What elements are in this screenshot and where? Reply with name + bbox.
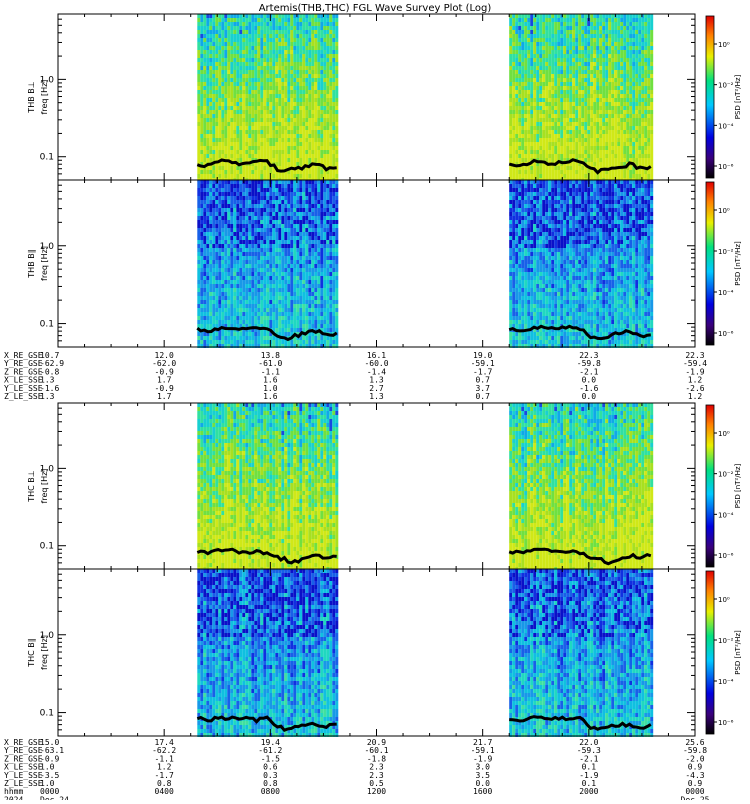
spectrogram-block <box>509 569 653 737</box>
colorbar-tick-label: 10⁻⁴ <box>718 511 734 519</box>
figure-title: Artemis(THB,THC) FGL Wave Survey Plot (L… <box>259 3 492 14</box>
spectrogram-block <box>509 403 653 571</box>
colorbar-tick-label: 10⁻⁴ <box>718 678 734 686</box>
ephemeris-value: 1.6 <box>263 392 278 401</box>
ephemeris-value: 2000 <box>579 787 598 796</box>
spectrogram-block <box>197 403 338 571</box>
y-axis-unit-label: freq [Hz] <box>40 246 49 281</box>
colorbar-label: PSD [nT²/Hz] <box>734 630 742 675</box>
y-axis-unit-label: freq [Hz] <box>40 80 49 115</box>
y-axis-unit-label: freq [Hz] <box>40 635 49 670</box>
colorbar-label: PSD [nT²/Hz] <box>734 74 742 119</box>
colorbar <box>706 182 714 345</box>
y-axis-probe-label: THC B∥ <box>27 638 36 668</box>
spectrogram-block <box>197 14 338 182</box>
colorbar-tick-label: 10⁰ <box>718 207 730 215</box>
colorbar <box>706 571 714 734</box>
y-tick-label: 0.1 <box>40 320 54 330</box>
colorbar-tick-label: 10⁻⁶ <box>718 552 734 560</box>
ephemeris-value: 0800 <box>261 787 280 796</box>
ephemeris-row-label: 2024 <box>4 795 23 800</box>
y-tick-label: 0.1 <box>40 709 54 719</box>
colorbar-tick-label: 10⁻² <box>718 471 734 479</box>
y-axis-probe-label: THC B⊥ <box>27 470 36 503</box>
colorbar-tick-label: 10⁰ <box>718 430 730 438</box>
ephemeris-value: 0.0 <box>582 392 597 401</box>
ephemeris-value: 1.3 <box>369 392 384 401</box>
colorbar-tick-label: 10⁻² <box>718 82 734 90</box>
ephemeris-value: 1.3 <box>40 392 55 401</box>
spectrogram-block <box>509 180 653 348</box>
colorbar-tick-label: 10⁻² <box>718 248 734 256</box>
y-tick-label: 0.1 <box>40 153 54 163</box>
spectrogram-block <box>197 180 338 348</box>
ephemeris-value: 1200 <box>367 787 386 796</box>
colorbar-tick-label: 10⁻⁴ <box>718 122 734 130</box>
colorbar-label: PSD [nT²/Hz] <box>734 463 742 508</box>
ephemeris-date: Dec 25 <box>681 795 710 800</box>
colorbar-tick-label: 10⁻⁶ <box>718 163 734 171</box>
ephemeris-value: 0400 <box>155 787 174 796</box>
y-axis-probe-label: THB B⊥ <box>27 81 36 113</box>
colorbar-tick-label: 10⁻⁶ <box>718 330 734 338</box>
ephemeris-value: 1.7 <box>157 392 172 401</box>
colorbar-tick-label: 10⁰ <box>718 41 730 49</box>
y-axis-unit-label: freq [Hz] <box>40 469 49 504</box>
colorbar <box>706 16 714 178</box>
colorbar-tick-label: 10⁰ <box>718 596 730 604</box>
colorbar-label: PSD [nT²/Hz] <box>734 241 742 286</box>
ephemeris-value: 1600 <box>473 787 492 796</box>
ephemeris-date: Dec 24 <box>40 795 69 800</box>
spectrogram-block <box>197 569 338 737</box>
colorbar <box>706 405 714 567</box>
y-tick-label: 0.1 <box>40 542 54 552</box>
spectrogram-block <box>509 14 653 182</box>
colorbar-tick-label: 10⁻² <box>718 637 734 645</box>
ephemeris-value: 1.2 <box>688 392 703 401</box>
ephemeris-value: 0.7 <box>475 392 490 401</box>
colorbar-tick-label: 10⁻⁴ <box>718 289 734 297</box>
y-axis-probe-label: THB B∥ <box>27 249 36 278</box>
ephemeris-row-label: Z_LE_SSE <box>4 392 43 401</box>
colorbar-tick-label: 10⁻⁶ <box>718 719 734 727</box>
